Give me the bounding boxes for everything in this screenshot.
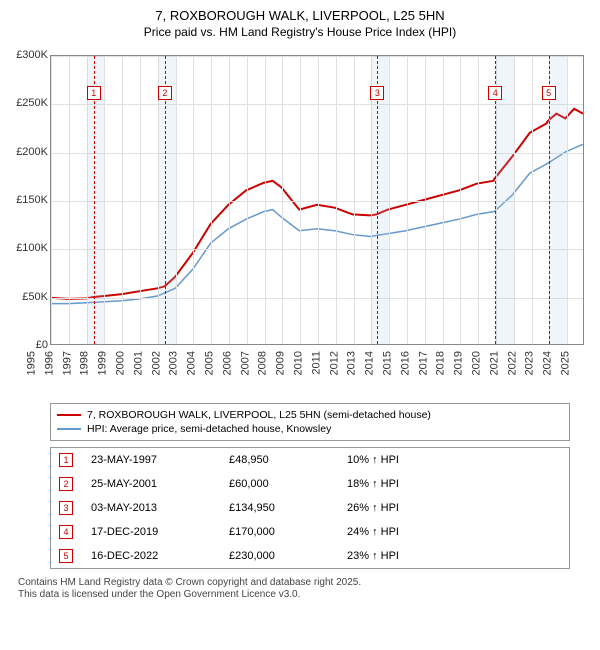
transaction-row: 2 25-MAY-2001 £60,000 18% ↑ HPI: [51, 472, 569, 496]
transaction-marker: 2: [158, 86, 172, 100]
x-gridline: [318, 56, 319, 344]
transaction-marker: 1: [87, 86, 101, 100]
x-gridline: [514, 56, 515, 344]
x-gridline: [532, 56, 533, 344]
legend-label: HPI: Average price, semi-detached house,…: [87, 423, 331, 435]
x-gridline: [389, 56, 390, 344]
transactions-table: 1 23-MAY-1997 £48,950 10% ↑ HPI 2 25-MAY-2001…: [50, 447, 570, 569]
chart-container: 7, ROXBOROUGH WALK, LIVERPOOL, L25 5HN P…: [0, 0, 600, 650]
transaction-date: 03-MAY-2013: [91, 502, 211, 514]
x-gridline: [443, 56, 444, 344]
y-tick-label: £200K: [10, 146, 48, 158]
x-gridline: [51, 56, 52, 344]
chart-title-line1: 7, ROXBOROUGH WALK, LIVERPOOL, L25 5HN: [10, 8, 590, 25]
x-gridline: [478, 56, 479, 344]
transaction-date: 16-DEC-2022: [91, 550, 211, 562]
transaction-marker: 4: [488, 86, 502, 100]
legend-item: HPI: Average price, semi-detached house,…: [57, 422, 563, 436]
x-gridline: [354, 56, 355, 344]
transaction-marker: 3: [370, 86, 384, 100]
transaction-row: 4 17-DEC-2019 £170,000 24% ↑ HPI: [51, 520, 569, 544]
x-gridline: [336, 56, 337, 344]
x-gridline: [460, 56, 461, 344]
footer-attribution: Contains HM Land Registry data © Crown c…: [18, 577, 582, 602]
chart-title-line2: Price paid vs. HM Land Registry's House …: [10, 25, 590, 39]
x-gridline: [122, 56, 123, 344]
transaction-date: 23-MAY-1997: [91, 454, 211, 466]
x-gridline: [193, 56, 194, 344]
transaction-marker: 5: [542, 86, 556, 100]
x-tick-label: 2025: [560, 351, 600, 375]
x-gridline: [265, 56, 266, 344]
y-tick-label: £250K: [10, 97, 48, 109]
transaction-pct: 18% ↑ HPI: [347, 478, 467, 490]
y-tick-label: £0: [10, 339, 48, 351]
x-gridline: [104, 56, 105, 344]
transaction-row: 5 16-DEC-2022 £230,000 23% ↑ HPI: [51, 544, 569, 568]
legend: 7, ROXBOROUGH WALK, LIVERPOOL, L25 5HN (…: [50, 403, 570, 441]
chart-area: £0£50K£100K£150K£200K£250K£300K 12345 19…: [10, 45, 590, 397]
transaction-row: 3 03-MAY-2013 £134,950 26% ↑ HPI: [51, 496, 569, 520]
legend-swatch: [57, 414, 81, 416]
y-tick-label: £150K: [10, 194, 48, 206]
transaction-row: 1 23-MAY-1997 £48,950 10% ↑ HPI: [51, 448, 569, 472]
x-gridline: [282, 56, 283, 344]
transaction-date: 17-DEC-2019: [91, 526, 211, 538]
x-gridline: [407, 56, 408, 344]
x-gridline: [247, 56, 248, 344]
footer-line2: This data is licensed under the Open Gov…: [18, 589, 582, 602]
legend-swatch: [57, 428, 81, 430]
x-gridline: [69, 56, 70, 344]
transaction-price: £170,000: [229, 526, 329, 538]
legend-item: 7, ROXBOROUGH WALK, LIVERPOOL, L25 5HN (…: [57, 408, 563, 422]
transaction-index: 2: [59, 477, 73, 491]
legend-label: 7, ROXBOROUGH WALK, LIVERPOOL, L25 5HN (…: [87, 409, 431, 421]
footer-line1: Contains HM Land Registry data © Crown c…: [18, 577, 582, 590]
x-gridline: [300, 56, 301, 344]
transaction-index: 3: [59, 501, 73, 515]
y-tick-label: £100K: [10, 242, 48, 254]
transaction-price: £48,950: [229, 454, 329, 466]
x-gridline: [211, 56, 212, 344]
transaction-index: 1: [59, 453, 73, 467]
transaction-price: £134,950: [229, 502, 329, 514]
transaction-index: 5: [59, 549, 73, 563]
transaction-pct: 24% ↑ HPI: [347, 526, 467, 538]
x-gridline: [425, 56, 426, 344]
x-gridline: [176, 56, 177, 344]
transaction-pct: 10% ↑ HPI: [347, 454, 467, 466]
x-gridline: [140, 56, 141, 344]
transaction-pct: 26% ↑ HPI: [347, 502, 467, 514]
x-gridline: [567, 56, 568, 344]
y-tick-label: £50K: [10, 291, 48, 303]
plot-region: 1 2 3 4 5: [50, 55, 584, 345]
x-gridline: [229, 56, 230, 344]
transaction-price: £230,000: [229, 550, 329, 562]
y-tick-label: £300K: [10, 49, 48, 61]
transaction-index: 4: [59, 525, 73, 539]
transaction-pct: 23% ↑ HPI: [347, 550, 467, 562]
transaction-price: £60,000: [229, 478, 329, 490]
transaction-date: 25-MAY-2001: [91, 478, 211, 490]
